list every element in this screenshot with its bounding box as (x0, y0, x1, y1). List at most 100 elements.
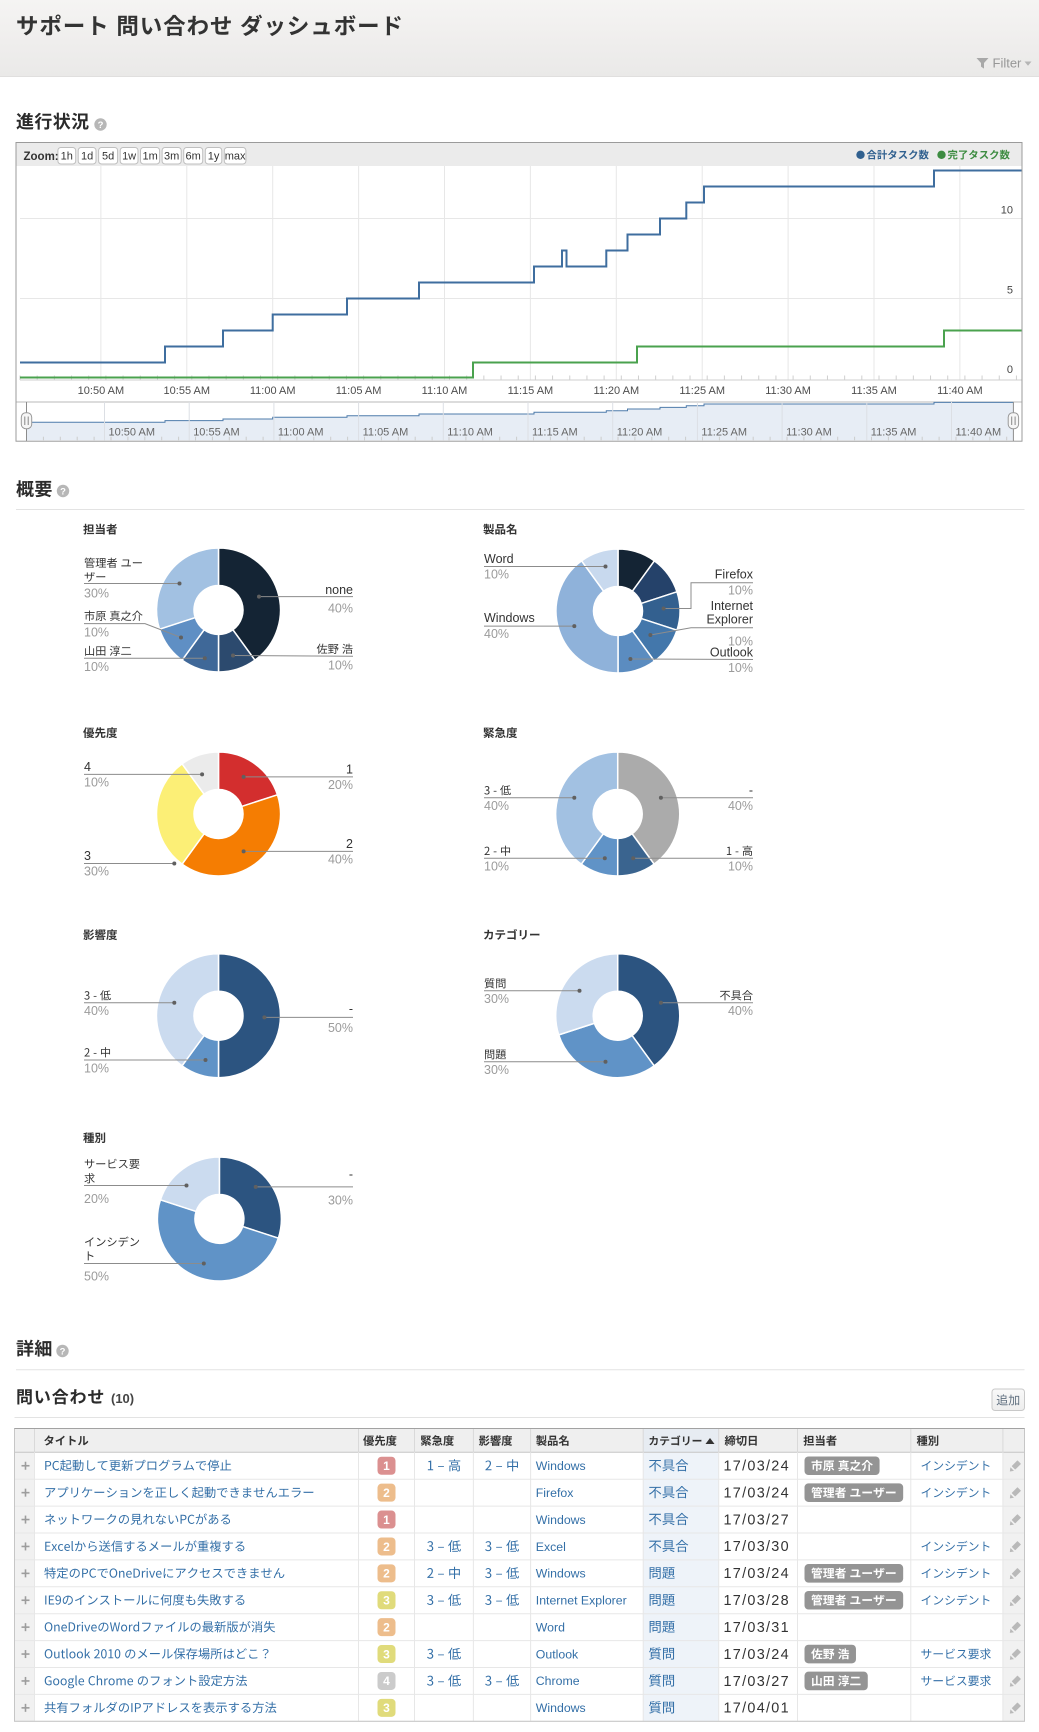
svg-text:40%: 40% (484, 799, 509, 813)
svg-text:30%: 30% (84, 865, 109, 879)
svg-text:2: 2 (346, 837, 353, 851)
svg-text:17/03/24: 17/03/24 (724, 1647, 790, 1663)
svg-text:10:50 AM: 10:50 AM (109, 427, 155, 439)
svg-text:3: 3 (84, 849, 91, 863)
svg-text:4: 4 (383, 1674, 390, 1688)
svg-text:Windows: Windows (536, 1701, 586, 1715)
svg-text:10: 10 (1001, 205, 1013, 217)
svg-text:Windows: Windows (536, 1459, 586, 1473)
svg-text:5d: 5d (102, 151, 114, 163)
svg-text:1: 1 (346, 763, 353, 777)
svg-text:5: 5 (1007, 285, 1013, 297)
svg-text:50%: 50% (84, 1270, 109, 1284)
svg-text:10%: 10% (84, 776, 109, 790)
svg-text:17/03/27: 17/03/27 (724, 1512, 790, 1528)
svg-text:10%: 10% (84, 626, 109, 640)
svg-text:(10): (10) (111, 1391, 134, 1406)
svg-text:1m: 1m (142, 151, 157, 163)
svg-text:40%: 40% (728, 1004, 753, 1018)
svg-text:Filter: Filter (993, 56, 1023, 71)
svg-text:30%: 30% (328, 1194, 353, 1208)
svg-text:17/03/24: 17/03/24 (724, 1459, 790, 1475)
svg-text:1h: 1h (61, 151, 73, 163)
svg-text:11:40 AM: 11:40 AM (956, 427, 1002, 439)
svg-text:10%: 10% (484, 568, 509, 582)
svg-text:3: 3 (383, 1647, 390, 1661)
svg-text:10:55 AM: 10:55 AM (164, 385, 210, 397)
svg-text:10%: 10% (84, 660, 109, 674)
svg-text:17/03/27: 17/03/27 (724, 1674, 790, 1690)
svg-text:Internet Explorer: Internet Explorer (536, 1594, 627, 1608)
svg-text:Outlook: Outlook (710, 646, 754, 660)
svg-text:40%: 40% (728, 799, 753, 813)
svg-text:Firefox: Firefox (715, 568, 754, 582)
svg-text:10%: 10% (728, 584, 753, 598)
svg-text:17/03/30: 17/03/30 (724, 1539, 790, 1555)
svg-text:1: 1 (383, 1459, 390, 1473)
svg-text:4: 4 (84, 760, 91, 774)
svg-text:11:20 AM: 11:20 AM (617, 427, 663, 439)
svg-text:2: 2 (383, 1620, 390, 1634)
svg-text:-: - (749, 783, 753, 797)
svg-text:6m: 6m (186, 151, 201, 163)
svg-text:40%: 40% (84, 1004, 109, 1018)
svg-text:17/03/31: 17/03/31 (724, 1620, 790, 1636)
svg-text:50%: 50% (328, 1021, 353, 1035)
svg-text:17/03/24: 17/03/24 (724, 1486, 790, 1502)
svg-text:Windows: Windows (536, 1567, 586, 1581)
svg-text:Windows: Windows (536, 1513, 586, 1527)
svg-text:11:35 AM: 11:35 AM (871, 427, 917, 439)
svg-text:3: 3 (383, 1701, 390, 1715)
svg-text:17/03/24: 17/03/24 (724, 1566, 790, 1582)
svg-text:10%: 10% (484, 860, 509, 874)
svg-text:10:50 AM: 10:50 AM (78, 385, 124, 397)
svg-text:20%: 20% (328, 778, 353, 792)
svg-text:11:30 AM: 11:30 AM (786, 427, 832, 439)
svg-text:Chrome: Chrome (536, 1674, 580, 1688)
svg-text:11:15 AM: 11:15 AM (508, 385, 554, 397)
svg-text:11:05 AM: 11:05 AM (363, 427, 409, 439)
svg-text:11:15 AM: 11:15 AM (532, 427, 578, 439)
svg-text:0: 0 (1007, 364, 1013, 376)
svg-text:Word: Word (536, 1620, 565, 1634)
svg-text:Excel: Excel (536, 1540, 566, 1554)
svg-text:10%: 10% (728, 635, 753, 649)
svg-text:Windows: Windows (484, 611, 535, 625)
svg-text:-: - (349, 1002, 353, 1016)
svg-text:11:20 AM: 11:20 AM (593, 385, 639, 397)
svg-text:Outlook: Outlook (536, 1647, 579, 1661)
svg-text:2: 2 (383, 1486, 390, 1500)
svg-text:30%: 30% (484, 1063, 509, 1077)
svg-text:?: ? (60, 1347, 66, 1358)
svg-text:20%: 20% (84, 1192, 109, 1206)
svg-text:10%: 10% (728, 860, 753, 874)
svg-text:11:10 AM: 11:10 AM (447, 427, 493, 439)
svg-text:1d: 1d (81, 151, 93, 163)
svg-text:40%: 40% (328, 853, 353, 867)
svg-text:3m: 3m (164, 151, 179, 163)
svg-text:17/04/01: 17/04/01 (724, 1701, 790, 1717)
svg-text:30%: 30% (484, 992, 509, 1006)
svg-text:3: 3 (383, 1594, 390, 1608)
svg-text:-: - (349, 1168, 353, 1182)
svg-text:11:05 AM: 11:05 AM (336, 385, 382, 397)
svg-text:10%: 10% (728, 661, 753, 675)
svg-text:10:55 AM: 10:55 AM (193, 427, 239, 439)
svg-text:Word: Word (484, 552, 514, 566)
svg-text:10%: 10% (84, 1062, 109, 1076)
svg-text:Zoom:: Zoom: (24, 151, 59, 163)
svg-text:2: 2 (383, 1567, 390, 1581)
svg-text:1y: 1y (208, 151, 220, 163)
svg-text:Explorer: Explorer (706, 613, 753, 627)
svg-text:2: 2 (383, 1540, 390, 1554)
svg-text:11:35 AM: 11:35 AM (851, 385, 897, 397)
svg-text:30%: 30% (84, 587, 109, 601)
svg-text:11:25 AM: 11:25 AM (679, 385, 725, 397)
svg-text:Internet: Internet (711, 599, 754, 613)
svg-text:11:10 AM: 11:10 AM (422, 385, 468, 397)
svg-text:11:00 AM: 11:00 AM (250, 385, 296, 397)
svg-text:40%: 40% (328, 602, 353, 616)
svg-text:11:00 AM: 11:00 AM (278, 427, 324, 439)
svg-text:11:25 AM: 11:25 AM (701, 427, 747, 439)
svg-text:1w: 1w (122, 151, 136, 163)
